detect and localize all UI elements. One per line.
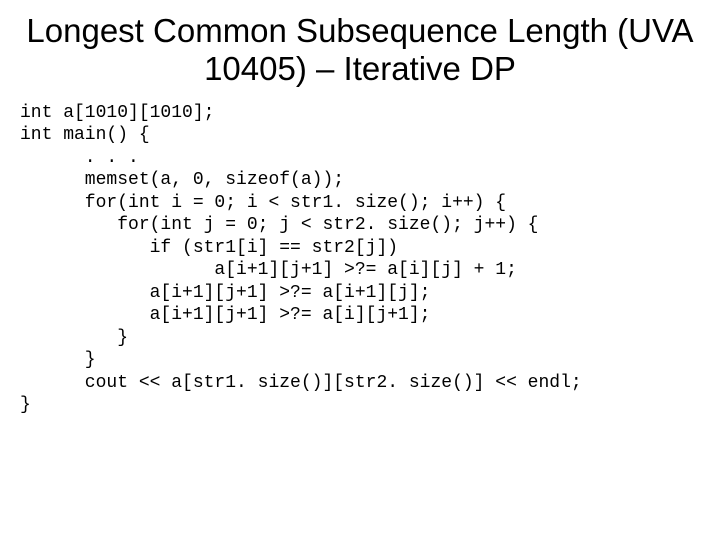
code-block: int a[1010][1010]; int main() { . . . me… bbox=[20, 102, 700, 417]
slide-container: Longest Common Subsequence Length (UVA 1… bbox=[0, 0, 720, 540]
slide-title: Longest Common Subsequence Length (UVA 1… bbox=[20, 12, 700, 88]
